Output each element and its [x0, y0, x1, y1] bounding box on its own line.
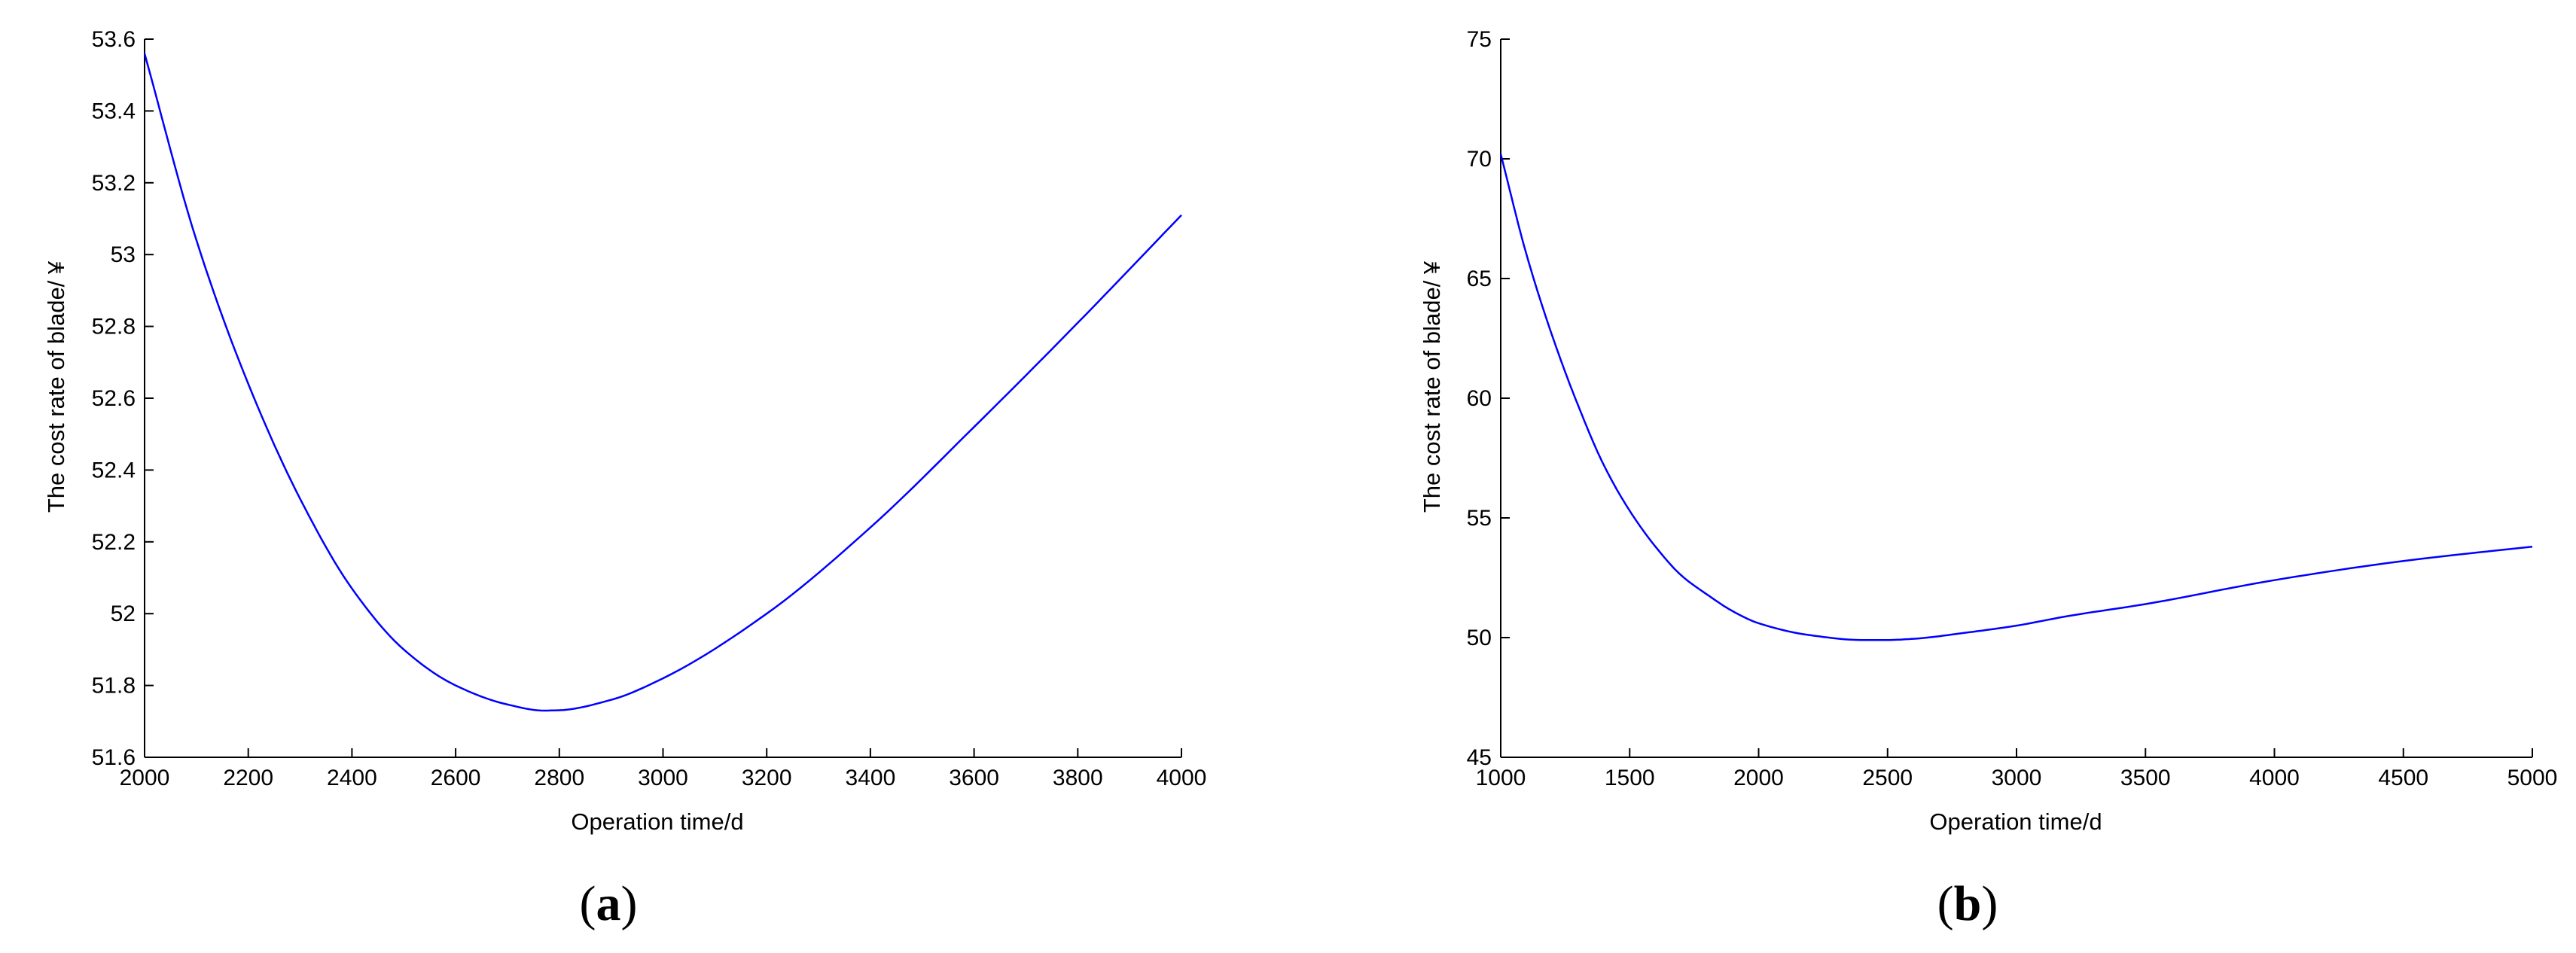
panel-label-b: (b) — [1937, 876, 1998, 931]
chart-a-x-tick-label: 3600 — [949, 766, 999, 790]
chart-b-x-tick-label: 3000 — [1992, 766, 2042, 790]
chart-b-x-tick-label: 3500 — [2120, 766, 2171, 790]
panel-letter-b: b — [1954, 876, 1982, 931]
chart-b-marks: 1000 1500 2000 2500 3000 3500 4000 4500 5000 45 50… — [1467, 27, 2558, 790]
chart-a-x-tick-label: 3200 — [742, 766, 792, 790]
chart-b-x-tick-label: 2000 — [1733, 766, 1784, 790]
chart-a-y-tick-label: 53.4 — [92, 99, 136, 123]
chart-b-y-tick-label: 60 — [1467, 386, 1492, 411]
chart-a-y-tick-label: 52.6 — [92, 386, 136, 411]
chart-b-x-tick-label: 5000 — [2507, 766, 2558, 790]
chart-b-y-tick-label: 65 — [1467, 266, 1492, 291]
chart-b-x-tick-label: 2500 — [1862, 766, 1913, 790]
chart-b-y-tick-label: 55 — [1467, 506, 1492, 531]
panel-letter-a: a — [596, 876, 621, 931]
chart-b-y-tick-label: 50 — [1467, 626, 1492, 650]
chart-a-xlabel: Operation time/d — [571, 808, 743, 835]
chart-b-y-tick-label: 70 — [1467, 147, 1492, 172]
chart-a-y-tick-label: 51.8 — [92, 674, 136, 699]
chart-a-x-tick-label: 2800 — [534, 766, 584, 790]
chart-b-y-tick-label: 45 — [1467, 745, 1492, 770]
panel-label-a: (a) — [580, 876, 638, 931]
chart-b-x-tick-label: 4000 — [2249, 766, 2300, 790]
chart-a-x-tick-label: 3000 — [638, 766, 688, 790]
chart-panel-b: 1000 1500 2000 2500 3000 3500 4000 4500 5000 45 50… — [1419, 27, 2557, 931]
chart-a-x-tick-label: 4000 — [1157, 766, 1207, 790]
chart-a-x-tick-label: 2200 — [223, 766, 273, 790]
chart-b-x-tick-label: 1000 — [1476, 766, 1526, 790]
chart-b-y-tick-label: 75 — [1467, 27, 1492, 52]
chart-panel-a: 2000 2200 2400 2600 2800 3000 3200 3400 3600 3800… — [43, 27, 1206, 931]
chart-a-x-tick-label: 3400 — [846, 766, 896, 790]
chart-a-y-tick-label: 53.2 — [92, 171, 136, 196]
chart-b-x-tick-label: 4500 — [2378, 766, 2428, 790]
chart-b-series-line — [1499, 154, 2533, 641]
chart-b-ylabel: The cost rate of blade/ ¥ — [1419, 260, 1445, 513]
chart-a-ylabel: The cost rate of blade/ ¥ — [43, 260, 69, 513]
chart-a-y-tick-label: 52.8 — [92, 315, 136, 339]
chart-a-y-tick-label: 52.4 — [92, 458, 136, 483]
chart-a-x-tick-label: 2600 — [431, 766, 481, 790]
chart-a-y-tick-label: 52 — [111, 601, 136, 626]
chart-a-x-tick-label: 2000 — [120, 766, 170, 790]
chart-a-x-tick-label: 3800 — [1053, 766, 1103, 790]
chart-a-y-tick-label: 53.6 — [92, 27, 136, 52]
chart-b-xlabel: Operation time/d — [1929, 808, 2102, 835]
chart-a-y-tick-label: 52.2 — [92, 530, 136, 555]
chart-a-marks: 2000 2200 2400 2600 2800 3000 3200 3400 3600 3800… — [92, 27, 1207, 790]
chart-a-series-line — [143, 53, 1182, 712]
chart-a-y-tick-label: 53 — [111, 242, 136, 267]
chart-a-x-tick-label: 2400 — [327, 766, 377, 790]
chart-a-y-tick-label: 51.6 — [92, 745, 136, 770]
chart-b-x-tick-label: 1500 — [1605, 766, 1655, 790]
